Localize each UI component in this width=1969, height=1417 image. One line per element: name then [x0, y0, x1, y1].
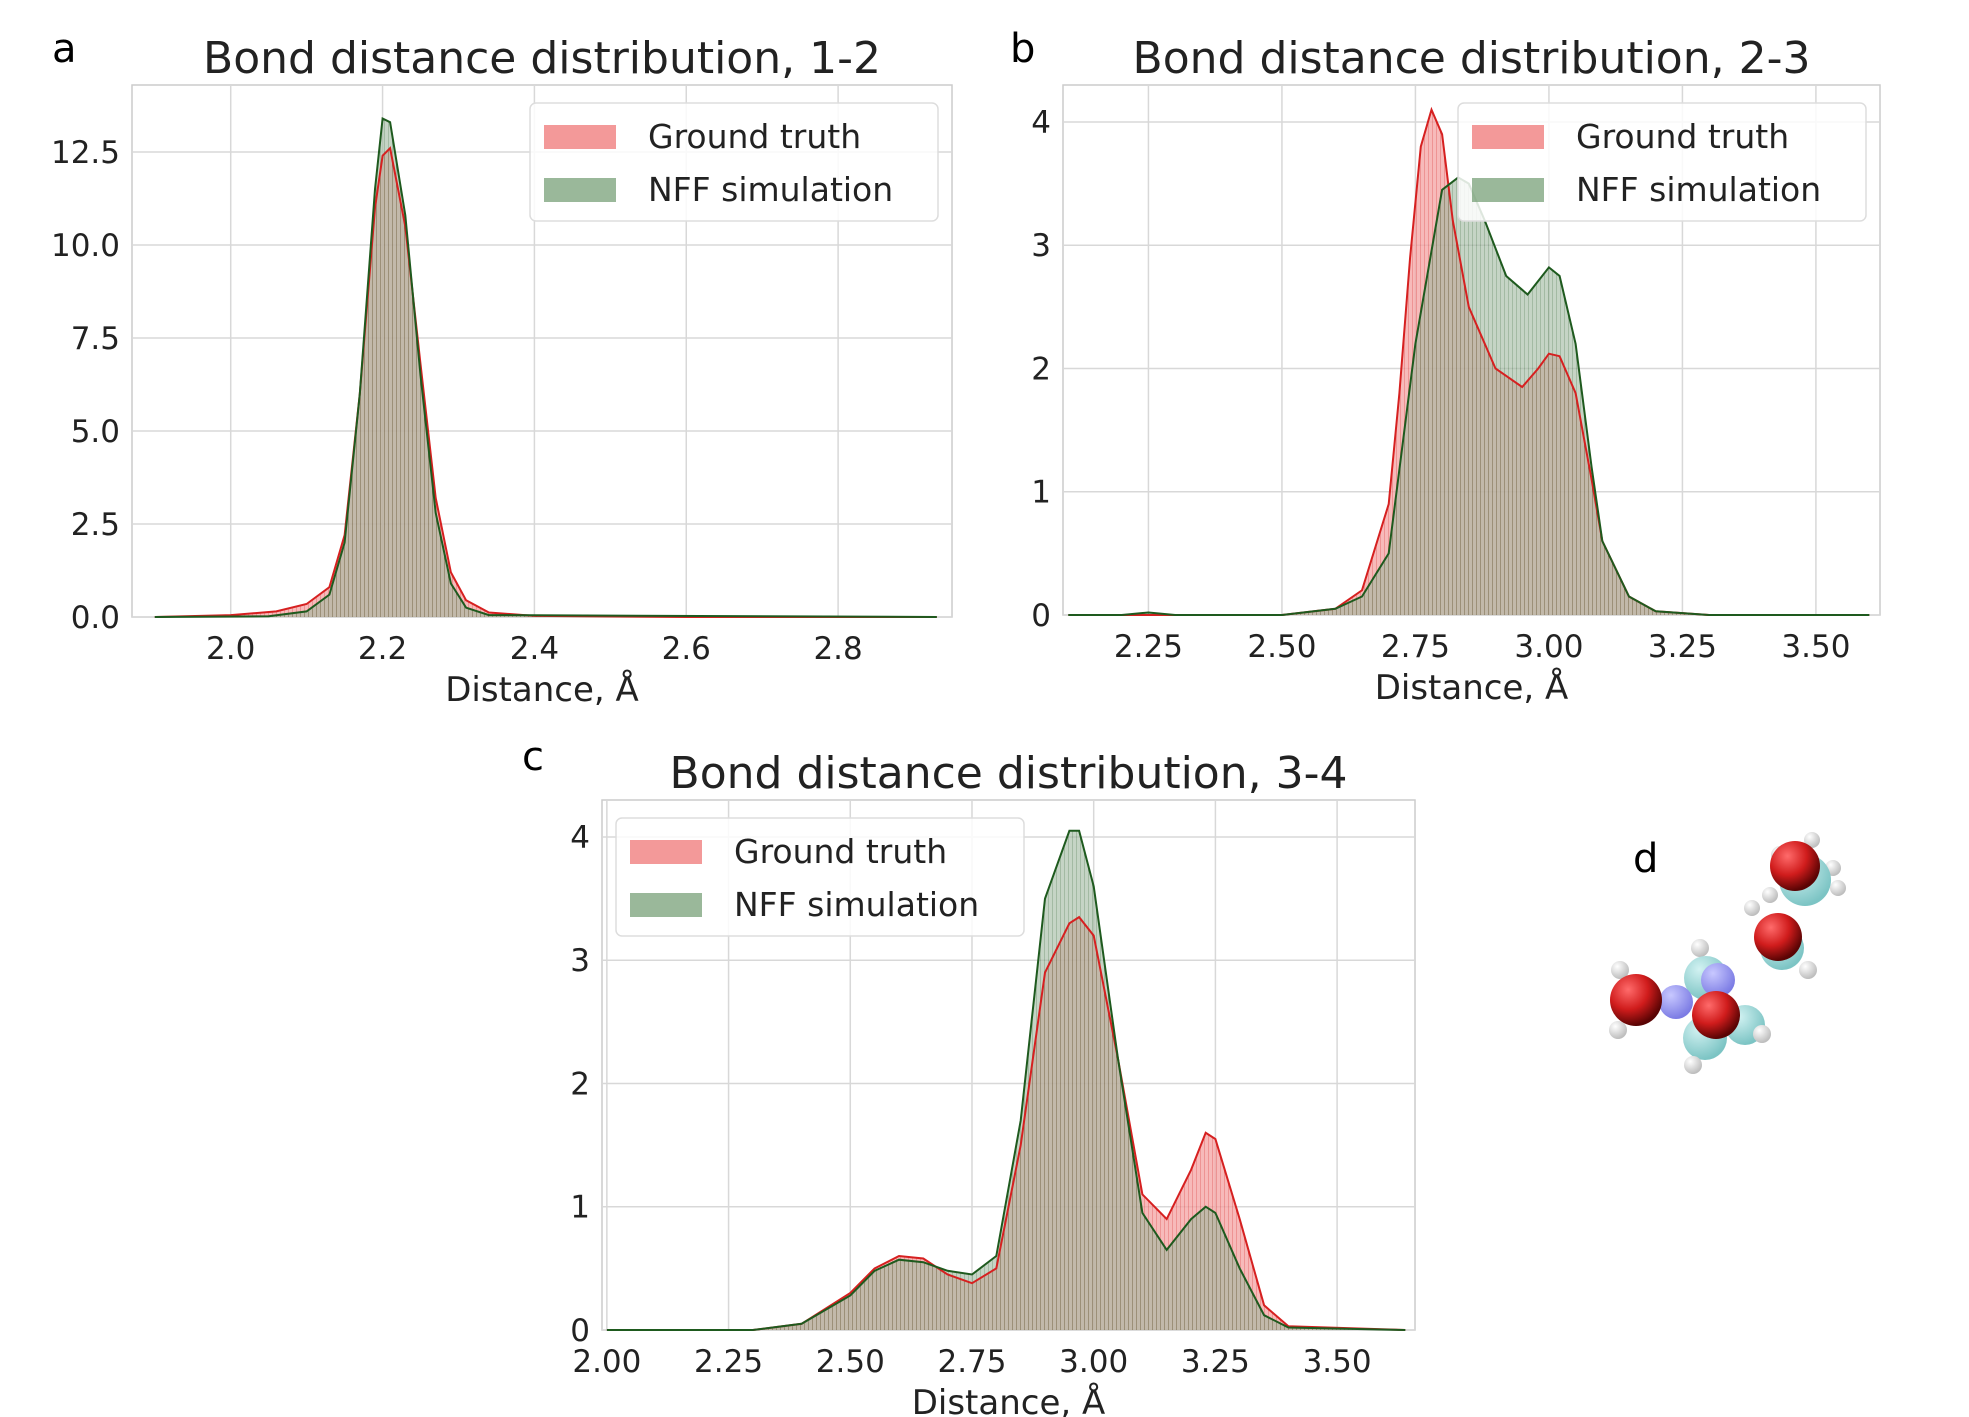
y-tick-label: 0.0: [71, 600, 120, 636]
oxygen-atom: [1610, 974, 1662, 1026]
legend-label: NFF simulation: [1576, 170, 1821, 209]
chart-title: Bond distance distribution, 3-4: [670, 748, 1348, 799]
legend-swatch-ground-truth: [630, 840, 702, 864]
series-line-nff-simulation: [606, 829, 1406, 1331]
hydrogen-atom: [1753, 1025, 1771, 1043]
y-tick-label: 4: [570, 820, 590, 856]
x-tick-label: 2.50: [816, 1344, 885, 1380]
x-tick-label: 3.50: [1781, 629, 1850, 665]
x-tick-label: 2.00: [572, 1344, 641, 1380]
hydrogen-atom: [1691, 939, 1709, 957]
x-tick-label: 2.25: [694, 1344, 763, 1380]
x-tick-label: 3.25: [1181, 1344, 1250, 1380]
series-area-nff-simulation: [606, 830, 1406, 1330]
panel-letter-b: b: [1010, 26, 1035, 72]
x-tick-label: 3.25: [1648, 629, 1717, 665]
nitrogen-atom: [1659, 985, 1693, 1019]
chart-panel-a: 2.0 2.2 2.4 2.6 2.8 0.0 2.5 5.0 7.5 10.0 12.5 Bond …: [51, 33, 953, 710]
y-tick-label: 12.5: [51, 135, 120, 171]
legend-swatch-nff-simulation: [544, 178, 616, 202]
y-tick-label: 3: [570, 943, 590, 979]
x-tick-label: 3.00: [1059, 1344, 1128, 1380]
legend-swatch-nff-simulation: [1472, 178, 1544, 202]
molecule-structure-image: [1609, 832, 1846, 1074]
x-tick-label: 2.8: [813, 631, 862, 667]
chart-panel-c: 2.00 2.25 2.50 2.75 3.00 3.25 3.50 0 1 2 3 4 Bond di…: [570, 748, 1416, 1417]
hydrogen-atom: [1611, 961, 1629, 979]
panel-letter-d: d: [1633, 836, 1658, 882]
hydrogen-atom: [1744, 900, 1760, 916]
y-tick-label: 5.0: [71, 414, 120, 450]
hydrogen-atom: [1684, 1056, 1702, 1074]
series-line-ground-truth: [154, 146, 937, 618]
legend-swatch-ground-truth: [544, 125, 616, 149]
oxygen-atom: [1754, 913, 1802, 961]
y-tick-label: 10.0: [51, 228, 120, 264]
x-tick-label: 2.75: [1381, 629, 1450, 665]
x-axis-label: Distance, Å: [1375, 667, 1569, 708]
legend-box: [1457, 102, 1867, 222]
x-tick-label: 3.00: [1514, 629, 1583, 665]
legend-label: Ground truth: [1576, 117, 1789, 156]
hydrogen-atom: [1799, 961, 1817, 979]
chart-panel-b: 2.25 2.50 2.75 3.00 3.25 3.50 0 1 2 3 4 Bond distan…: [1031, 33, 1881, 708]
x-tick-label: 2.50: [1247, 629, 1316, 665]
y-tick-label: 4: [1031, 105, 1051, 141]
chart-title: Bond distance distribution, 1-2: [203, 33, 881, 84]
oxygen-atom: [1692, 991, 1740, 1039]
hydrogen-atom: [1830, 880, 1846, 896]
nitrogen-atom: [1701, 963, 1735, 997]
series-line-nff-simulation: [154, 116, 937, 618]
x-tick-label: 2.6: [662, 631, 711, 667]
x-tick-label: 3.50: [1303, 1344, 1372, 1380]
y-tick-label: 1: [1031, 475, 1051, 511]
oxygen-atom: [1770, 841, 1820, 891]
legend-box: [615, 817, 1025, 937]
y-tick-label: 0: [570, 1313, 590, 1349]
y-tick-label: 0: [1031, 598, 1051, 634]
legend-swatch-nff-simulation: [630, 893, 702, 917]
legend-swatch-ground-truth: [1472, 125, 1544, 149]
panel-letter-c: c: [522, 734, 544, 780]
hydrogen-atom: [1609, 1021, 1627, 1039]
x-axis-label: Distance, Å: [912, 1382, 1106, 1417]
hydrogen-atom: [1762, 887, 1778, 903]
x-tick-label: 2.75: [937, 1344, 1006, 1380]
legend-label: Ground truth: [734, 832, 947, 871]
y-tick-label: 7.5: [71, 321, 120, 357]
hydrogen-atom: [1804, 832, 1820, 848]
y-tick-label: 2: [1031, 351, 1051, 387]
panel-letter-a: a: [52, 26, 77, 72]
y-tick-label: 2: [570, 1066, 590, 1102]
x-tick-label: 2.4: [510, 631, 559, 667]
legend-label: Ground truth: [648, 117, 861, 156]
chart-title: Bond distance distribution, 2-3: [1133, 33, 1811, 84]
x-axis-label: Distance, Å: [445, 669, 639, 710]
y-tick-label: 3: [1031, 228, 1051, 264]
x-tick-label: 2.2: [358, 631, 407, 667]
legend-box: [529, 102, 939, 222]
x-tick-label: 2.0: [206, 631, 255, 667]
x-tick-label: 2.25: [1114, 629, 1183, 665]
legend-label: NFF simulation: [648, 170, 893, 209]
legend-label: NFF simulation: [734, 885, 979, 924]
y-tick-label: 1: [570, 1190, 590, 1226]
series-area-nff-simulation: [1068, 177, 1870, 615]
series-line-ground-truth: [606, 915, 1406, 1331]
y-tick-label: 2.5: [71, 507, 120, 543]
